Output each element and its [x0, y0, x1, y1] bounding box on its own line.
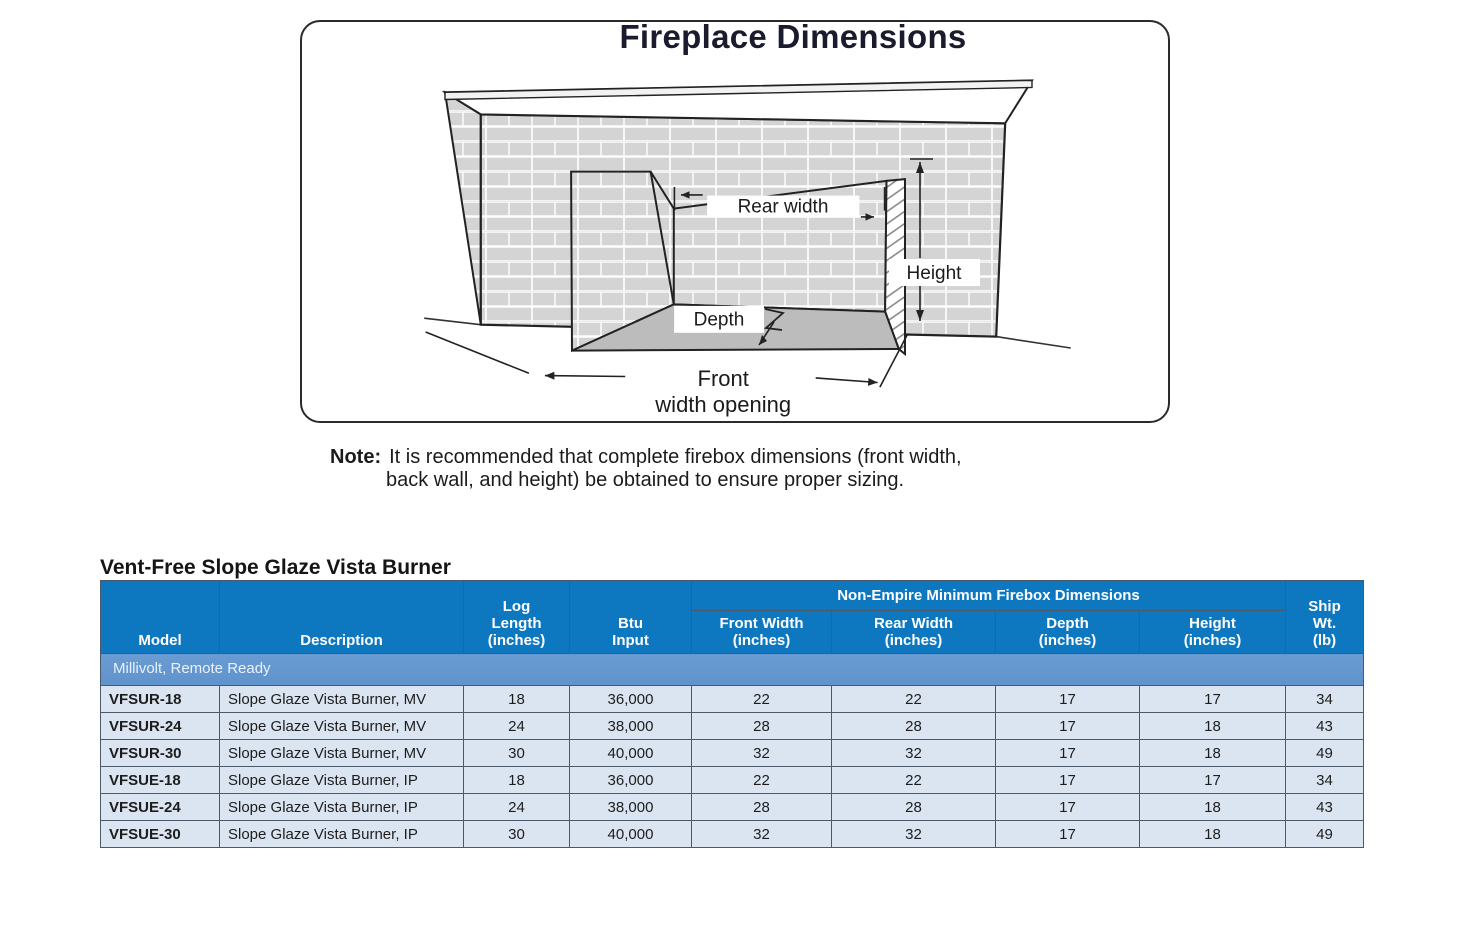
svg-text:Front: Front	[698, 366, 749, 391]
svg-text:Depth: Depth	[694, 310, 745, 331]
svg-text:width opening: width opening	[654, 392, 791, 417]
svg-text:Rear width: Rear width	[738, 197, 829, 218]
svg-text:Height: Height	[907, 263, 963, 284]
